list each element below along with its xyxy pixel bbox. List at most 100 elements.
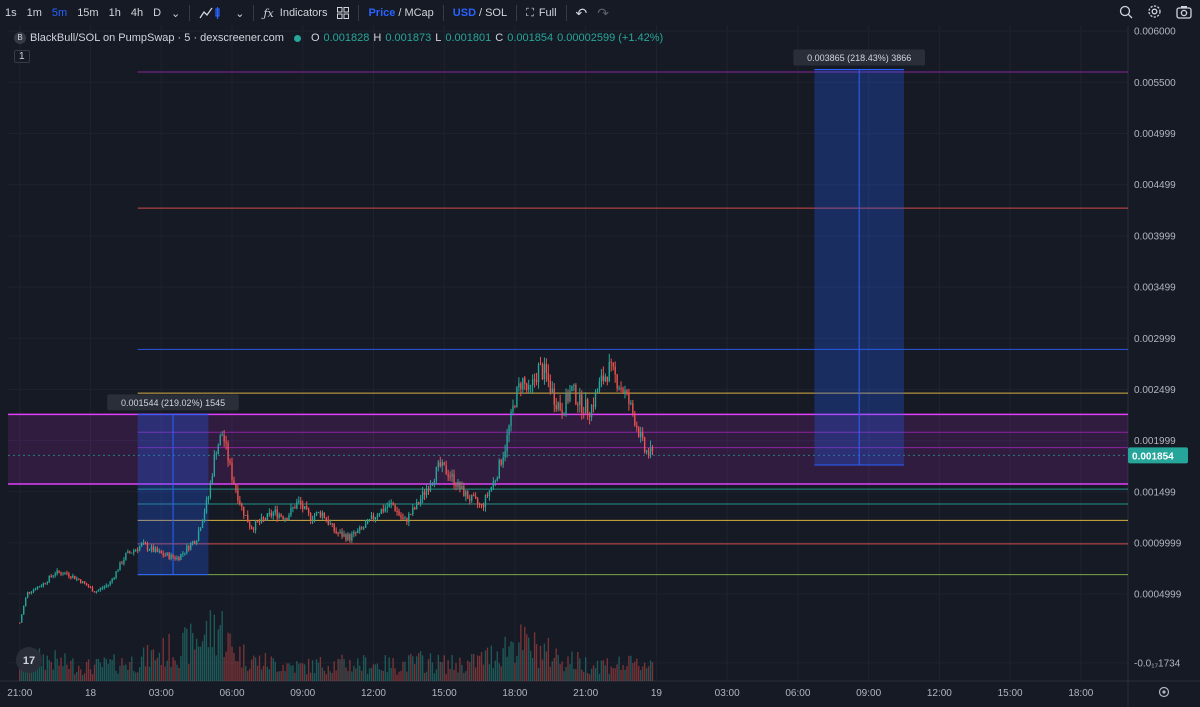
candle-body [612,362,614,367]
volume-bar [421,655,424,681]
volume-bar [429,653,432,681]
candle-body [425,489,428,495]
candle-body [38,586,41,588]
volume-bar [498,663,500,681]
camera-snapshot-icon[interactable] [1176,5,1192,22]
chart-type-chevron-icon[interactable]: ⌄ [235,7,245,20]
candle-body [292,507,294,509]
timeframe-4h[interactable]: 4h [130,7,144,19]
price-axis[interactable]: 0.006000 0.005500 0.004999 0.004499 0.003999… [1128,27,1188,670]
volume-bar [455,663,457,681]
candle-body [113,577,115,579]
volume-bar [121,658,123,681]
axis-settings-gear-icon[interactable] [1158,686,1170,698]
x-tick-label: 15:00 [998,688,1023,699]
candle-body [60,572,62,575]
candle-body [250,527,253,530]
candle-body [416,501,418,509]
candles-chart-type-icon[interactable] [194,0,230,26]
candle-body [83,581,86,584]
candle-body [180,554,182,560]
price-chart[interactable]: 0.006000 0.005500 0.004999 0.004499 0.003999… [0,26,1200,707]
volume-bar [276,671,278,681]
time-axis[interactable]: 21:00 18 03:00 06:00 09:00 12:00 15:00 18:00 21:… [7,688,1094,699]
redo-icon[interactable]: ↷ [597,4,610,21]
timeframe-d[interactable]: D [153,7,162,19]
settings-gear-icon[interactable] [1147,4,1162,22]
chart-pane[interactable]: 0.006000 0.005500 0.004999 0.004499 0.003999… [0,26,1200,707]
volume-bar [553,657,555,681]
fullscreen-button[interactable]: ⛶ Full [521,0,561,26]
volume-bar [380,670,383,681]
candle-body [353,532,355,535]
candle-body [66,572,68,574]
measure-right-label: 0.003865 (218.43%) 3866 [807,53,911,63]
volume-bar [213,614,216,681]
volume-bar [188,663,190,681]
candle-body [109,581,111,585]
timeframe-5m[interactable]: 5m [51,7,68,19]
indicators-button[interactable]: ƒx Indicators [258,0,332,26]
volume-bar [166,660,168,681]
volume-bar [337,658,339,681]
volume-bar [168,633,170,681]
volume-bar [443,655,445,681]
timeframe-15m[interactable]: 15m [77,7,99,19]
candle-body [262,517,265,519]
candle-body [32,589,35,592]
volume-bar [592,665,595,681]
timeframe-1h[interactable]: 1h [108,7,121,19]
candle-body [494,480,496,482]
candle-body [166,553,168,556]
volume-bar [215,655,217,681]
candle-body [50,576,52,578]
candle-body [26,591,29,598]
candle-body [311,519,314,521]
timeframe-dropdown-chevron-icon[interactable]: ⌄ [171,7,181,20]
volume-bar [292,665,294,681]
usd-sol-toggle[interactable]: USD / SOL [448,0,512,26]
candle-body [317,511,320,513]
volume-bar [604,665,607,681]
candle-body [492,481,495,487]
timeframe-1s[interactable]: 1s [5,7,17,19]
timeframe-1m[interactable]: 1m [26,7,42,19]
candle-body [215,454,217,456]
volume-bar [150,650,153,681]
price-mcap-toggle[interactable]: Price / MCap [363,0,438,26]
volume-bar [201,641,204,681]
candle-body [341,531,343,537]
candle-body [148,549,151,551]
volume-bar [103,657,105,681]
volume-indicator-badge[interactable]: 1 [14,50,30,63]
zone-fill [8,414,1128,484]
volume-bar [30,668,33,681]
candle-body [386,507,388,509]
volume-bar [85,661,88,681]
volume-bar [447,660,449,681]
volume-bar [598,673,601,681]
candle-body [516,387,518,407]
volume-bar [32,666,35,681]
pair-title[interactable]: BlackBull/SOL on PumpSwap · 5 · dexscree… [30,32,284,44]
quick-search-icon[interactable] [1119,5,1133,22]
volume-bar [384,655,386,681]
layout-grid-icon[interactable] [332,0,354,26]
volume-bar [353,665,355,681]
candle-body [138,546,141,551]
undo-icon[interactable]: ↶ [575,4,588,21]
candle-body [498,460,500,479]
volume-bar [46,655,48,681]
candle-body [528,385,530,390]
candle-body [553,388,555,405]
candle-body [323,512,326,518]
volume-bar [441,662,443,681]
volume-bar [221,611,223,681]
candle-body [592,405,595,407]
tradingview-logo[interactable]: 17 [16,647,42,673]
candle-body [58,570,60,573]
volume-bar [148,666,151,681]
volume-bar [135,672,137,681]
volume-bar [486,647,489,681]
volume-bar [372,664,375,681]
